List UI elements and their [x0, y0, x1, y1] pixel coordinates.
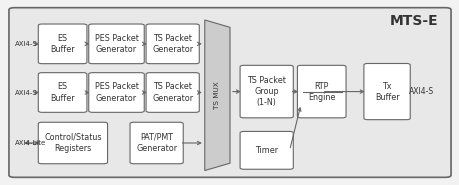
- Text: TS Packet
Generator: TS Packet Generator: [152, 83, 193, 102]
- FancyBboxPatch shape: [240, 65, 293, 118]
- Text: AXI4-S: AXI4-S: [14, 90, 37, 95]
- Text: AXI4-Lite: AXI4-Lite: [14, 140, 45, 146]
- FancyBboxPatch shape: [38, 24, 87, 64]
- Text: RTP
Engine: RTP Engine: [308, 82, 335, 102]
- Text: Control/Status
Registers: Control/Status Registers: [44, 133, 101, 153]
- Polygon shape: [204, 20, 230, 171]
- FancyBboxPatch shape: [130, 122, 183, 164]
- FancyBboxPatch shape: [9, 8, 450, 177]
- Text: TS Packet
Generator: TS Packet Generator: [152, 34, 193, 54]
- FancyBboxPatch shape: [38, 73, 87, 112]
- Text: Tx
Buffer: Tx Buffer: [374, 82, 398, 102]
- Text: PES Packet
Generator: PES Packet Generator: [95, 83, 138, 102]
- FancyBboxPatch shape: [89, 24, 144, 64]
- Text: AXI4-S: AXI4-S: [408, 87, 433, 96]
- FancyBboxPatch shape: [146, 73, 199, 112]
- FancyBboxPatch shape: [89, 73, 144, 112]
- Text: TS MUX: TS MUX: [214, 81, 220, 109]
- Polygon shape: [303, 80, 321, 104]
- Text: TS Packet
Group
(1-N): TS Packet Group (1-N): [247, 76, 285, 107]
- FancyBboxPatch shape: [38, 122, 107, 164]
- FancyBboxPatch shape: [240, 131, 293, 169]
- Text: ES
Buffer: ES Buffer: [50, 83, 75, 102]
- Text: ES
Buffer: ES Buffer: [50, 34, 75, 54]
- Text: Timer: Timer: [255, 146, 278, 155]
- FancyBboxPatch shape: [363, 63, 409, 120]
- Text: PES Packet
Generator: PES Packet Generator: [95, 34, 138, 54]
- FancyBboxPatch shape: [146, 24, 199, 64]
- Text: PAT/PMT
Generator: PAT/PMT Generator: [136, 133, 177, 153]
- FancyBboxPatch shape: [297, 65, 345, 118]
- Text: AXI4-S: AXI4-S: [14, 41, 37, 47]
- Text: MTS-E: MTS-E: [389, 14, 438, 28]
